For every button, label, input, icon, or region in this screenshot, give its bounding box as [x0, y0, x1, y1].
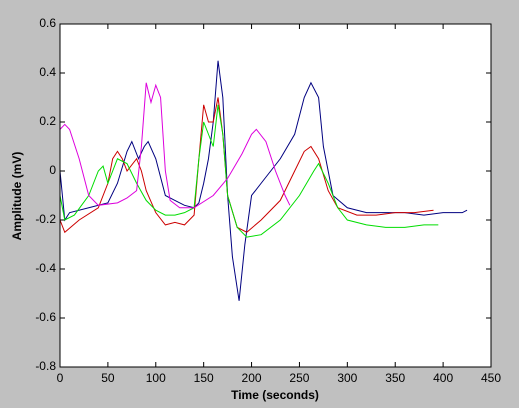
series-line	[59, 104, 439, 238]
series-line	[59, 82, 291, 209]
plot-frame	[59, 23, 492, 368]
x-tick-label: 350	[385, 371, 405, 385]
x-tick-label: 300	[337, 371, 357, 385]
y-tick-label: 0.2	[39, 114, 56, 128]
y-tick-label: -0.8	[35, 359, 56, 373]
plot-area	[60, 24, 491, 367]
series-line	[59, 60, 468, 301]
x-tick-label: 100	[146, 371, 166, 385]
y-tick-label: -0.4	[35, 261, 56, 275]
x-tick-label: 400	[433, 371, 453, 385]
x-tick-label: 450	[481, 371, 501, 385]
x-tick-label: 250	[289, 371, 309, 385]
y-axis-label: Amplitude (mV)	[10, 152, 24, 241]
y-tick-label: -0.2	[35, 212, 56, 226]
y-tick-label: 0.4	[39, 65, 56, 79]
x-tick-label: 50	[101, 371, 115, 385]
y-tick-label: 0.6	[39, 16, 56, 30]
x-tick-label: 200	[242, 371, 262, 385]
y-tick-label: 0	[49, 163, 56, 177]
y-tick-label: -0.6	[35, 310, 56, 324]
x-axis-label: Time (seconds)	[231, 388, 319, 402]
x-tick-label: 0	[57, 371, 64, 385]
x-tick-label: 150	[194, 371, 214, 385]
series-line	[59, 97, 434, 234]
